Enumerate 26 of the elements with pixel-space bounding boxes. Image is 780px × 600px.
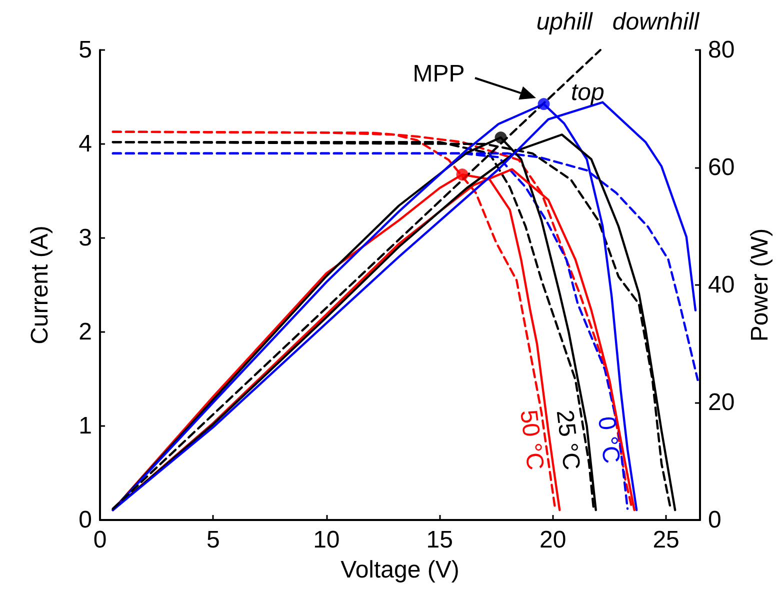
y2-tick-label: 0: [708, 506, 722, 534]
x-tick-label: 25: [652, 526, 680, 554]
x-tick-label: 10: [313, 526, 340, 554]
y2-axis-title: Power (W): [746, 228, 774, 342]
text: downhill: [612, 8, 700, 36]
x-axis-title: Voltage (V): [340, 556, 460, 584]
y2-tick-label: 80: [708, 36, 735, 64]
text: 50 °C: [514, 408, 549, 472]
text: uphill: [536, 8, 594, 36]
y-tick-label: 3: [78, 224, 92, 252]
y-axis-title: Current (A): [26, 226, 54, 344]
annotation: MPP: [412, 60, 465, 88]
y-tick-label: 5: [78, 36, 92, 64]
x-tick-label: 20: [539, 526, 566, 554]
x-tick-label: 5: [206, 526, 220, 554]
y2-tick-label: 60: [708, 154, 735, 181]
y-tick-label: 4: [78, 130, 92, 158]
x-tick-label: 15: [426, 526, 453, 554]
text: 0 °C: [592, 415, 625, 465]
y-tick-label: 2: [78, 318, 92, 346]
y2-tick-label: 40: [708, 272, 735, 298]
y-tick-label: 0: [78, 506, 92, 534]
annotation: top: [570, 79, 604, 106]
y-tick-label: 1: [78, 412, 92, 440]
text: 25 °C: [550, 408, 585, 472]
y2-tick-label: 20: [708, 389, 735, 416]
